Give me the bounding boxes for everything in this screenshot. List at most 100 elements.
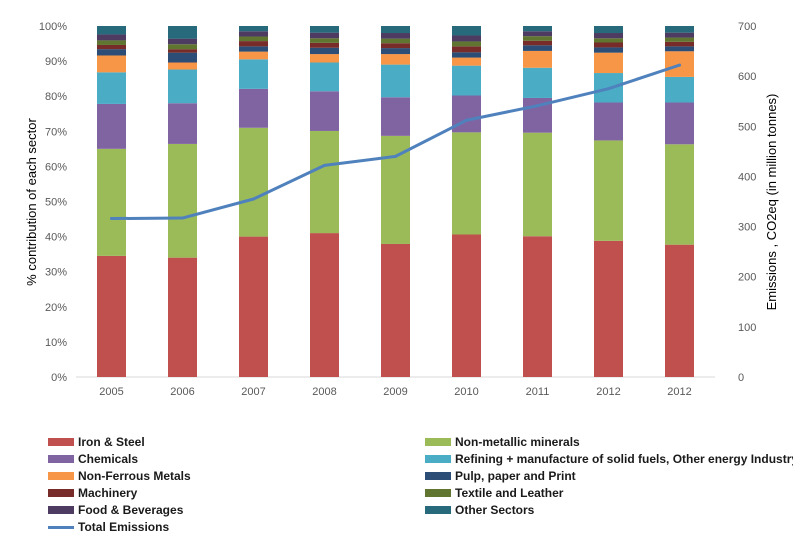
- bar-segment-pulp-paper-and-print: [239, 46, 268, 52]
- legend-item: Non-Ferrous Metals: [48, 469, 191, 483]
- bar-segment-non-metallic-minerals: [665, 144, 694, 245]
- x-tick-label: 2010: [454, 386, 478, 398]
- legend-label: Food & Beverages: [78, 503, 184, 517]
- bar-segment-iron-steel: [239, 236, 268, 377]
- bar-segment-non-ferrous-metals: [239, 51, 268, 60]
- total-emissions-point: [181, 216, 184, 220]
- bar-segment-machinery: [665, 41, 694, 47]
- bar-segment-machinery: [523, 40, 552, 46]
- bar-segment-chemicals: [97, 103, 126, 149]
- bar-segment-machinery: [310, 42, 339, 48]
- legend-item: Machinery: [48, 486, 137, 500]
- x-tick-label: 2007: [241, 386, 265, 398]
- bar-segment-iron-steel: [97, 255, 126, 377]
- bar-segment-refining-manufacture-of-solid-fuels-other-energy-industry: [310, 62, 339, 92]
- x-tick-label: 2005: [99, 386, 123, 398]
- legend-label: Chemicals: [78, 452, 139, 466]
- y-tick-label: 0%: [51, 372, 67, 384]
- y-tick-label: 80%: [45, 91, 67, 103]
- bar-segment-food-beverages: [665, 32, 694, 38]
- bar-segment-textile-and-leather: [381, 38, 410, 44]
- bar-segment-chemicals: [239, 88, 268, 128]
- bar-segment-non-metallic-minerals: [381, 135, 410, 244]
- legend-item: Pulp, paper and Print: [425, 469, 576, 483]
- bar-segment-chemicals: [665, 102, 694, 145]
- x-tick-label: 2012: [667, 386, 691, 398]
- bar-segment-machinery: [594, 42, 623, 48]
- y2-tick-label: 300: [738, 222, 756, 234]
- bar-segment-non-ferrous-metals: [97, 55, 126, 73]
- bar-segment-other-sectors: [310, 26, 339, 33]
- bar-segment-other-sectors: [523, 26, 552, 32]
- y-tick-label: 90%: [45, 56, 67, 68]
- bar-segment-non-ferrous-metals: [381, 54, 410, 65]
- bar-segment-food-beverages: [381, 33, 410, 39]
- y2-tick-label: 100: [738, 322, 756, 334]
- bar-segment-pulp-paper-and-print: [168, 52, 197, 63]
- total-emissions-point: [465, 118, 468, 122]
- bar-segment-non-ferrous-metals: [310, 54, 339, 63]
- x-tick-label: 2006: [170, 386, 194, 398]
- bar-segment-textile-and-leather: [310, 38, 339, 43]
- bar-segment-pulp-paper-and-print: [381, 48, 410, 55]
- secondary-y-axis-ticks: 0 100 200 300 400 500 600 700: [738, 21, 756, 384]
- bar-segment-food-beverages: [594, 33, 623, 39]
- total-emissions-point: [394, 154, 397, 158]
- legend-label: Other Sectors: [455, 503, 535, 517]
- bar-segment-textile-and-leather: [523, 36, 552, 41]
- bar-segment-textile-and-leather: [239, 36, 268, 42]
- x-tick-label: 2008: [312, 386, 336, 398]
- bar-segment-food-beverages: [310, 32, 339, 39]
- bar-segment-other-sectors: [381, 26, 410, 34]
- legend-label: Total Emissions: [78, 520, 170, 534]
- bar-segment-food-beverages: [523, 31, 552, 37]
- legend-item: Iron & Steel: [48, 435, 145, 449]
- bar-segment-other-sectors: [97, 26, 126, 35]
- legend-item: Food & Beverages: [48, 503, 183, 517]
- legend-color-swatch: [48, 438, 74, 446]
- legend-color-swatch: [48, 506, 74, 514]
- bar-segment-other-sectors: [665, 26, 694, 33]
- legend-item: Refining + manufacture of solid fuels, O…: [425, 452, 793, 466]
- bar-segment-other-sectors: [239, 26, 268, 32]
- legend-line-swatch: [48, 525, 74, 529]
- bar-segment-chemicals: [310, 91, 339, 131]
- y2-tick-label: 200: [738, 272, 756, 284]
- bar-segment-textile-and-leather: [452, 41, 481, 47]
- bar-segment-non-metallic-minerals: [452, 132, 481, 235]
- bar-segment-pulp-paper-and-print: [310, 47, 339, 55]
- y2-tick-label: 0: [738, 372, 744, 384]
- legend-label: Pulp, paper and Print: [455, 469, 576, 483]
- y-tick-label: 10%: [45, 337, 67, 349]
- x-tick-label: 2011: [526, 386, 550, 398]
- y-tick-label: 100%: [39, 21, 67, 33]
- bar-segment-refining-manufacture-of-solid-fuels-other-energy-industry: [381, 64, 410, 98]
- bar-segment-refining-manufacture-of-solid-fuels-other-energy-industry: [665, 76, 694, 103]
- secondary-y-axis-title: Emissions , CO2eq (in million tonnes): [764, 94, 779, 311]
- total-emissions-point: [536, 104, 539, 108]
- y-tick-label: 30%: [45, 267, 67, 279]
- total-emissions-point: [607, 87, 610, 91]
- bar-segment-non-metallic-minerals: [594, 140, 623, 241]
- bar-segment-chemicals: [168, 103, 197, 144]
- total-emissions-point: [110, 217, 113, 221]
- total-emissions-line-group: [110, 63, 681, 221]
- bar-segment-iron-steel: [381, 243, 410, 377]
- y-axis-title: % contribution of each sector: [24, 118, 39, 286]
- legend-color-swatch: [48, 472, 74, 480]
- stacked-bar-line-chart: 0% 10% 20% 30% 40% 50% 60% 70% 80% 90% 100% 0 100 20…: [24, 21, 779, 398]
- legend-item: Other Sectors: [425, 503, 534, 517]
- legend-label: Machinery: [78, 486, 138, 500]
- bar-segment-iron-steel: [168, 257, 197, 377]
- x-tick-label: 2012: [596, 386, 620, 398]
- bar-segment-other-sectors: [594, 26, 623, 34]
- bar-segment-food-beverages: [452, 35, 481, 42]
- bar-segment-textile-and-leather: [168, 44, 197, 50]
- y-tick-label: 40%: [45, 232, 67, 244]
- legend-label: Textile and Leather: [455, 486, 564, 500]
- y-tick-label: 50%: [45, 197, 67, 209]
- bar-segment-non-metallic-minerals: [310, 130, 339, 234]
- y-tick-label: 60%: [45, 161, 67, 173]
- total-emissions-point: [323, 163, 326, 167]
- bar-segment-refining-manufacture-of-solid-fuels-other-energy-industry: [523, 67, 552, 98]
